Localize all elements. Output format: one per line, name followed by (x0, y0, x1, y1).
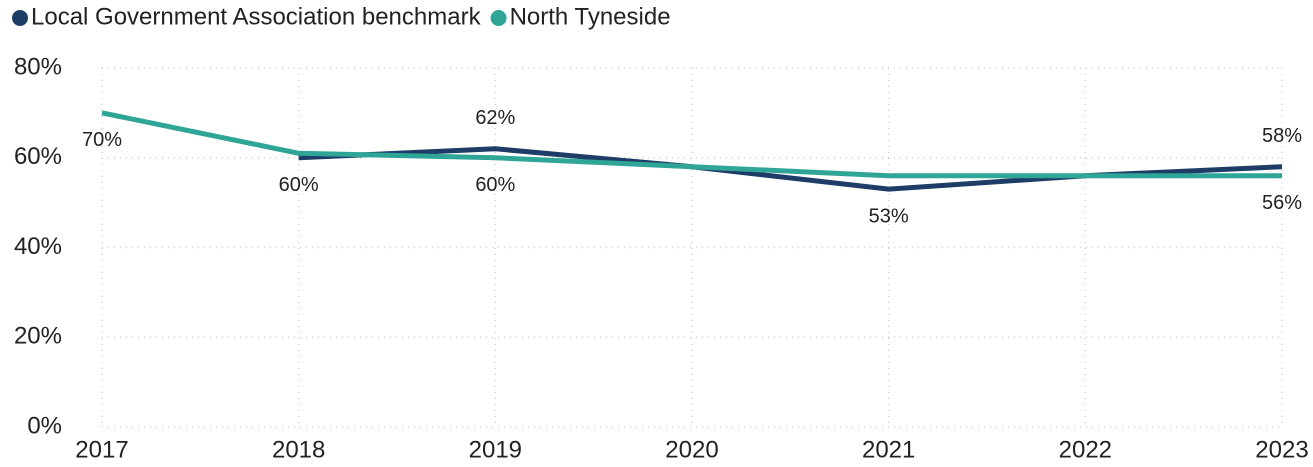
x-tick-label: 2017 (75, 436, 128, 463)
data-label: 58% (1262, 125, 1302, 147)
data-label: 60% (475, 174, 515, 196)
data-label: 60% (279, 174, 319, 196)
line (101, 110, 1282, 179)
y-tick-label: 80% (14, 53, 62, 80)
data-label: 70% (82, 129, 122, 151)
x-tick-label: 2020 (665, 436, 718, 463)
y-tick-label: 60% (14, 143, 62, 170)
x-tick-label: 2021 (862, 436, 915, 463)
y-tick-label: 20% (14, 323, 62, 350)
data-label: 56% (1262, 192, 1302, 214)
legend-label: Local Government Association benchmark (31, 3, 482, 30)
legend-label: North Tyneside (510, 3, 671, 30)
x-tick-label: 2019 (469, 436, 522, 463)
data-label: 53% (869, 205, 909, 227)
x-tick-label: 2023 (1255, 436, 1308, 463)
legend-swatch (490, 10, 507, 26)
x-tick-label: 2022 (1059, 436, 1112, 463)
legend-swatch (12, 10, 28, 26)
x-tick-label: 2018 (272, 436, 325, 463)
y-tick-label: 0% (27, 412, 62, 439)
data-label: 62% (475, 107, 515, 129)
y-tick-label: 40% (14, 233, 62, 260)
